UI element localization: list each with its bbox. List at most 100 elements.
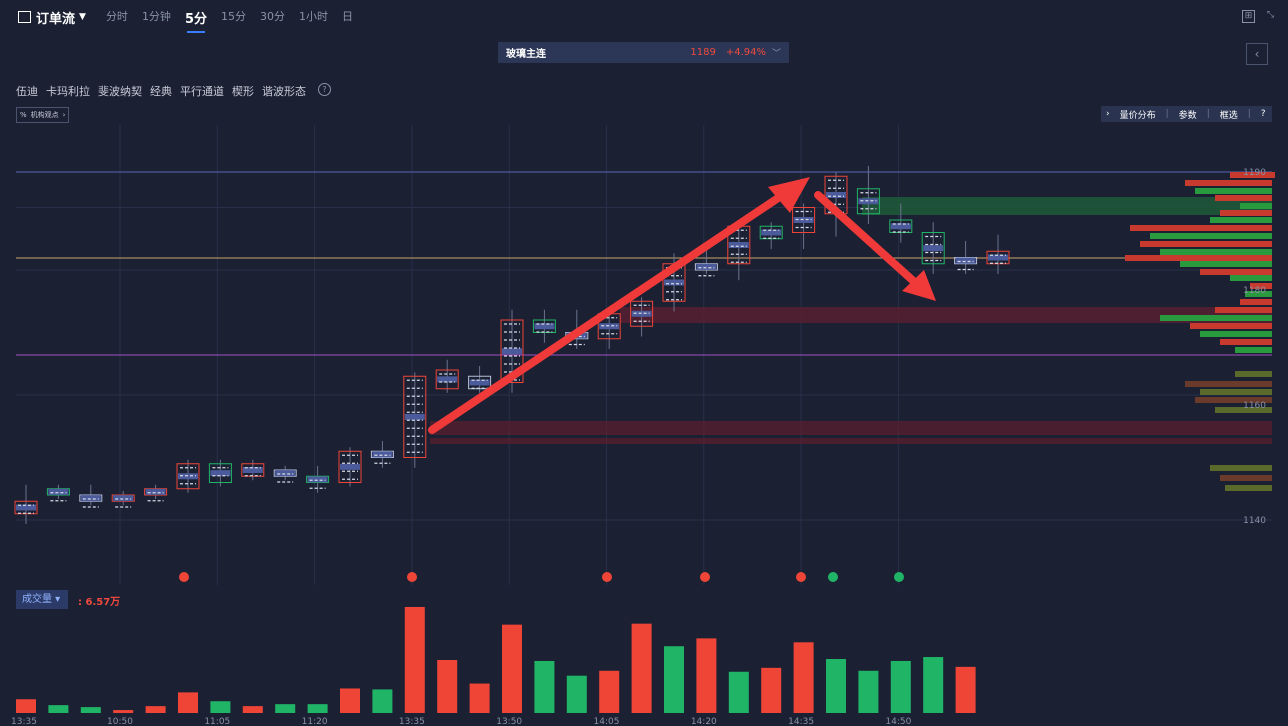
volume-bar <box>728 671 749 713</box>
chart-icon <box>18 11 31 23</box>
time-axis-label: 13:35 <box>399 717 425 726</box>
timeframe-tabs: 分时 1分钟 5分 15分 30分 1小时日 <box>105 4 367 33</box>
volume-profile-bar <box>1235 347 1272 353</box>
candle-box <box>144 488 168 496</box>
volume-profile-bar <box>1195 397 1272 403</box>
candle-box <box>111 494 135 502</box>
volume-profile-bar <box>1240 203 1272 209</box>
drawing-tool-3[interactable]: 经典 <box>150 85 172 98</box>
candle-poc <box>242 467 263 473</box>
volume-bar <box>631 623 652 713</box>
candle-box <box>370 450 394 458</box>
volume-value: : 6.57万 <box>78 597 121 608</box>
candle-poc <box>372 451 393 458</box>
tab-timeframe-4[interactable]: 30分 <box>259 9 285 23</box>
drawing-tool-1[interactable]: 卡玛利拉 <box>46 85 90 98</box>
candle-poc <box>340 463 360 470</box>
volume-profile-bar <box>1200 269 1272 275</box>
help-icon[interactable]: ? <box>318 83 331 96</box>
candle-poc <box>16 504 36 511</box>
candle-box <box>500 319 524 383</box>
candle-poc <box>502 348 522 355</box>
volume-profile-bar <box>1250 283 1272 289</box>
tab-timeframe-5[interactable]: 1小时 <box>298 9 328 23</box>
collapse-expand-icon[interactable]: ⤡ <box>1266 10 1275 20</box>
box-select-button[interactable]: 框选 <box>1219 110 1238 121</box>
candle-poc <box>664 279 684 286</box>
price-distribution-button[interactable]: 量价分布 <box>1119 110 1156 121</box>
volume-bar <box>566 675 587 713</box>
params-button[interactable]: 参数 <box>1178 110 1197 121</box>
symbol-selector[interactable]: 玻璃主连 1189 +4.94% ﹀ <box>498 42 789 63</box>
caret-down-icon: ▼ <box>79 12 86 22</box>
volume-profile-bar <box>1225 485 1272 491</box>
resistance-zone <box>862 197 1272 215</box>
volume-bar <box>761 667 782 713</box>
arrow-head-up-icon <box>768 177 810 213</box>
volume-profile-bar <box>1240 299 1272 305</box>
drawing-tools: 伍迪 卡玛利拉 斐波纳契 经典 平行通道 楔形 谐波形态? <box>16 83 339 99</box>
volume-bar <box>923 657 944 713</box>
tab-timeframe-1[interactable]: 1分钟 <box>141 9 171 23</box>
volume-profile-bar <box>1160 249 1272 255</box>
volume-bar <box>145 706 166 713</box>
volume-profile-bar <box>1190 323 1272 329</box>
app-title-menu[interactable]: 订单流 ▼ <box>18 8 86 27</box>
time-axis-label: 13:50 <box>496 717 522 726</box>
volume-bar <box>437 659 458 713</box>
trend-arrow-up <box>428 186 794 434</box>
volume-profile-bar <box>1245 291 1272 297</box>
volume-indicator-select[interactable]: 成交量 ▾ <box>16 590 68 609</box>
volume-bar <box>80 707 101 713</box>
volume-bar <box>404 606 425 713</box>
candle-box <box>306 475 330 483</box>
orderflow-chart[interactable]: 1190 1180 1160 1140 <box>0 125 1288 585</box>
volume-bar <box>696 638 717 713</box>
signal-marker-icon <box>796 572 806 582</box>
candle-poc <box>80 495 101 502</box>
candle-poc <box>48 488 69 495</box>
time-axis-label: 10:50 <box>107 717 133 726</box>
drawing-tool-4[interactable]: 平行通道 <box>180 85 224 98</box>
supply-zone <box>620 307 1272 323</box>
volume-profile-bar <box>1220 475 1272 481</box>
chart-right-toolbar: › 量价分布 | 参数 | 框选 | ? <box>1101 106 1272 122</box>
candle-box <box>792 207 816 233</box>
volume-bar <box>210 701 231 713</box>
time-axis-label: 14:05 <box>594 717 620 726</box>
tab-timeframe-3[interactable]: 15分 <box>220 9 246 23</box>
volume-profile-bar <box>1215 307 1272 313</box>
volume-profile-bar <box>1200 331 1272 337</box>
help-icon[interactable]: ? <box>1260 109 1266 119</box>
tab-timeframe-6[interactable]: 日 <box>341 9 353 23</box>
chevron-right-icon: › <box>62 111 66 119</box>
volume-bar <box>826 659 846 713</box>
drawing-tool-2[interactable]: 斐波纳契 <box>98 85 142 98</box>
volume-bar <box>242 706 263 713</box>
symbol-change: +4.94% <box>725 47 766 58</box>
volume-bar <box>469 683 490 713</box>
time-axis-label: 14:35 <box>788 717 814 726</box>
volume-profile-bar <box>1200 389 1272 395</box>
volume-bar <box>664 646 684 713</box>
institution-view-tag[interactable]: % 机构观点 › <box>16 107 70 123</box>
volume-profile-bar <box>1140 241 1272 247</box>
candle-poc <box>307 476 328 483</box>
drawing-tool-0[interactable]: 伍迪 <box>16 85 38 98</box>
tab-timeframe-2[interactable]: 5分 <box>185 4 207 33</box>
time-axis-label: 14:50 <box>885 717 911 726</box>
volume-profile-bar <box>1210 217 1272 223</box>
signal-marker-icon <box>602 572 612 582</box>
tab-timeframe-0[interactable]: 分时 <box>105 9 128 23</box>
volume-profile-bar <box>1220 210 1272 216</box>
time-axis-label: 11:05 <box>204 717 230 726</box>
signal-marker-icon <box>828 572 838 582</box>
drawing-tool-5[interactable]: 楔形 <box>232 85 254 98</box>
candle-box <box>856 188 880 215</box>
institution-view-label: 机构观点 <box>30 111 59 119</box>
candle-box <box>435 369 459 390</box>
drawing-tool-6[interactable]: 谐波形态 <box>262 85 306 98</box>
collapse-panel-button[interactable]: ‹ <box>1246 43 1268 65</box>
arrow-head-down-icon <box>902 270 936 301</box>
grid-layout-icon[interactable]: ⊞ <box>1242 10 1255 23</box>
